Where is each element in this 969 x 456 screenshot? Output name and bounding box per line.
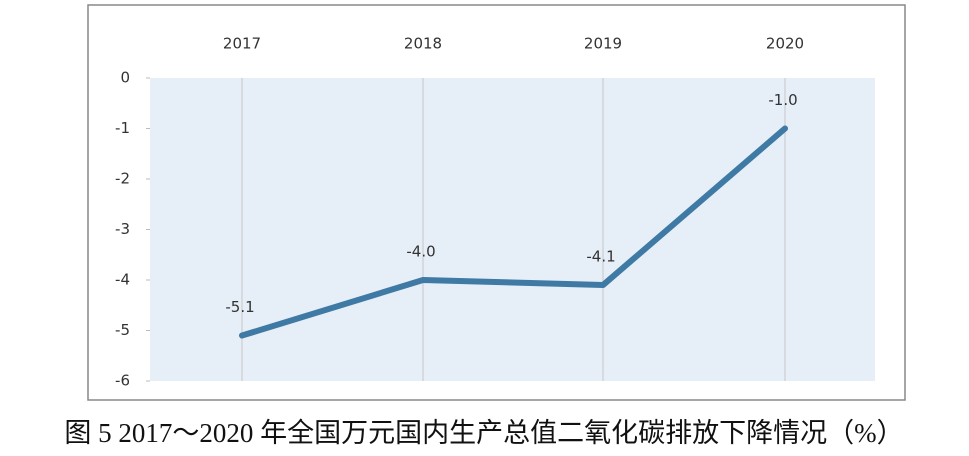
x-tick-label: 2020 bbox=[766, 35, 804, 53]
y-tick-label: -6 bbox=[115, 372, 130, 390]
plot-area bbox=[150, 78, 875, 381]
data-label: -5.1 bbox=[225, 298, 254, 316]
data-label: -4.1 bbox=[586, 248, 615, 266]
y-tick-label: -2 bbox=[115, 170, 130, 188]
y-tick-label: 0 bbox=[120, 69, 130, 87]
x-tick-label: 2017 bbox=[223, 35, 261, 53]
y-tick-label: -4 bbox=[115, 271, 130, 289]
y-tick-label: -3 bbox=[115, 220, 130, 238]
x-tick-label: 2018 bbox=[404, 35, 442, 53]
y-tick-label: -1 bbox=[115, 119, 130, 137]
chart-title: 图 5 2017～2020 年全国万元国内生产总值二氧化碳排放下降情况（%） bbox=[64, 418, 903, 448]
data-label: -4.0 bbox=[406, 243, 435, 261]
y-tick-label: -5 bbox=[115, 321, 130, 339]
data-label: -1.0 bbox=[768, 91, 797, 109]
x-tick-label: 2019 bbox=[584, 35, 622, 53]
line bbox=[239, 125, 788, 339]
